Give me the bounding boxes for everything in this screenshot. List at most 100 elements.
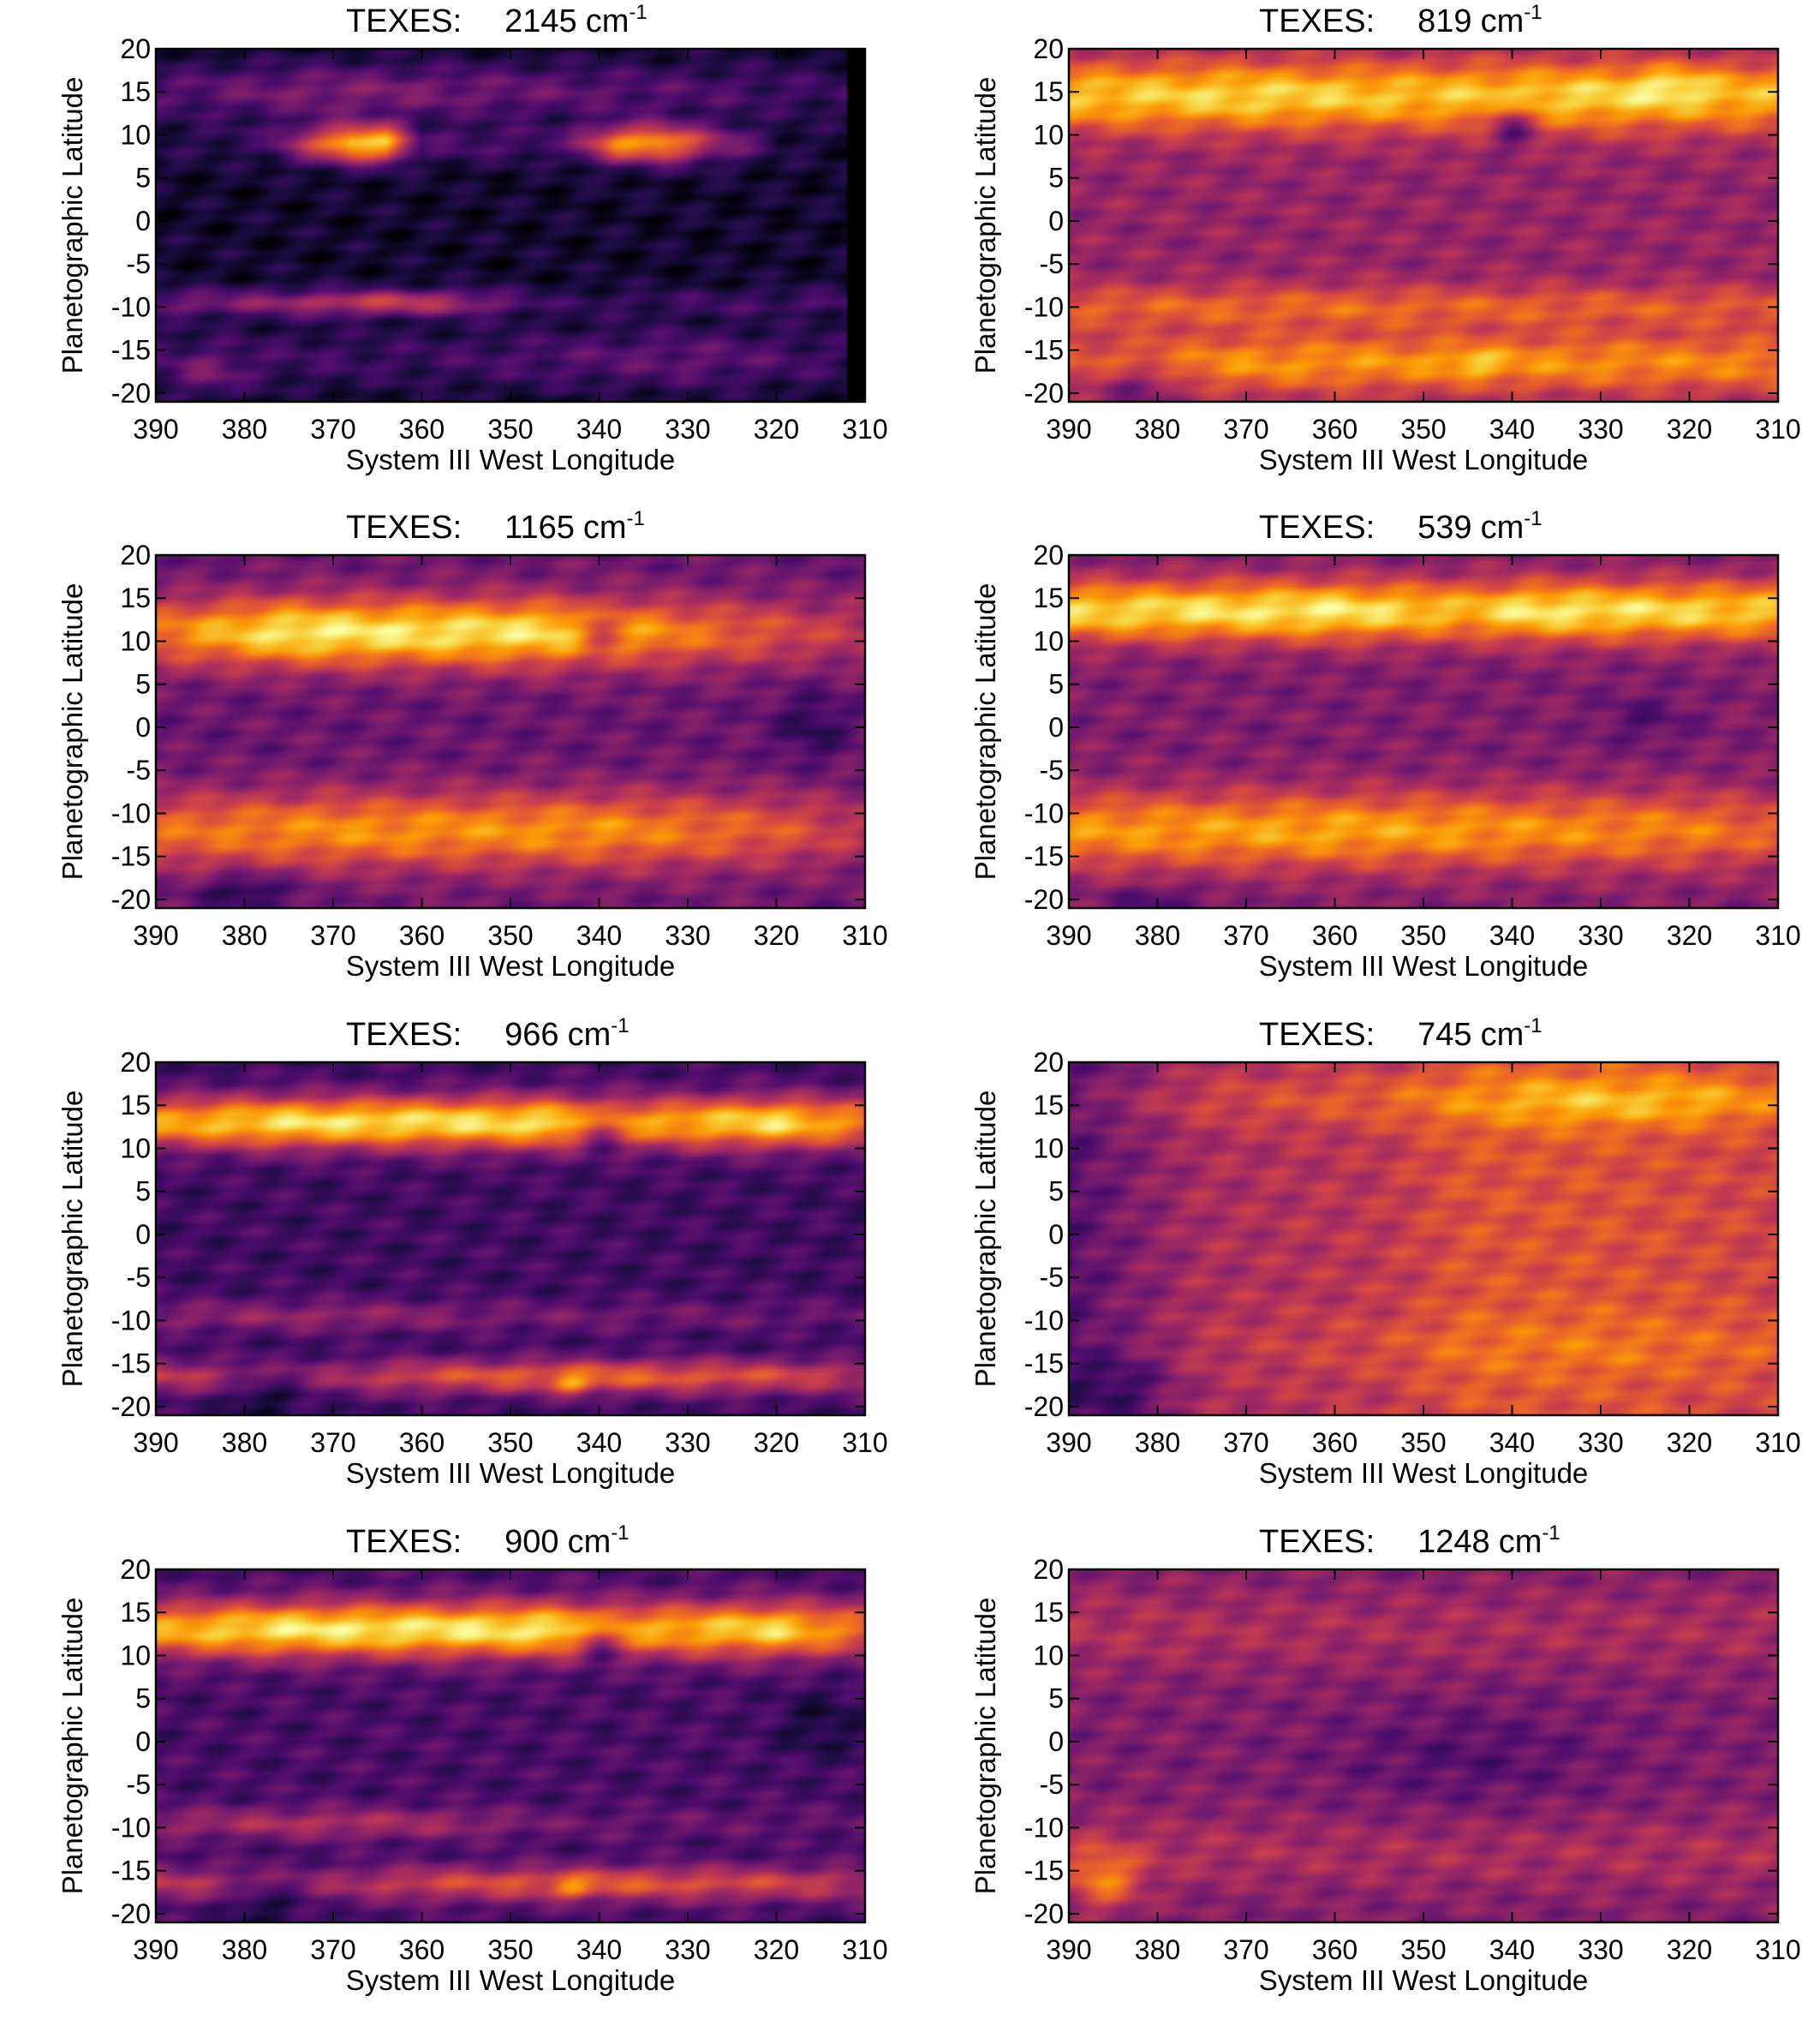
heatmap-image xyxy=(1069,555,1778,908)
y-axis-label: Planetographic Latitude xyxy=(57,1091,88,1388)
y-tick-label: 15 xyxy=(120,583,151,613)
y-tick-label: 0 xyxy=(135,1726,151,1757)
y-tick-label: -10 xyxy=(1024,1305,1064,1336)
y-tick-label: 5 xyxy=(135,669,151,700)
heatmap-panel-900: TEXES: 900 cm-1 390 380 370 360 350 340 330 320 310… xyxy=(57,1521,888,1996)
heatmap-image xyxy=(1069,1569,1778,1922)
panel-title-unit-exponent: -1 xyxy=(627,507,645,530)
x-tick-label: 390 xyxy=(1046,1934,1091,1965)
panel-title-unit-exponent: -1 xyxy=(1524,1,1542,24)
x-tick-label: 380 xyxy=(1135,1427,1180,1458)
x-axis-label: System III West Longitude xyxy=(346,444,676,475)
panel-title-wavenumber: 966 xyxy=(504,1017,558,1053)
y-tick-label: 0 xyxy=(1048,1219,1064,1250)
x-tick-label: 340 xyxy=(576,920,622,951)
y-tick-label: -15 xyxy=(111,841,151,872)
y-tick-label: 10 xyxy=(120,119,151,150)
panel-title-instrument: TEXES: xyxy=(346,510,462,546)
heatmap-panel-819: TEXES: 819 cm-1 390 380 370 360 350 340 330 320 310… xyxy=(970,1,1801,475)
y-tick-label: 10 xyxy=(1033,119,1064,150)
heatmap-panel-745: TEXES: 745 cm-1 390 380 370 360 350 340 330 320 310… xyxy=(970,1014,1801,1489)
y-tick-label: -15 xyxy=(1024,1348,1064,1379)
y-tick-label: -15 xyxy=(1024,1856,1064,1886)
y-axis-label: Planetographic Latitude xyxy=(57,77,88,374)
panel-title-unit-exponent: -1 xyxy=(611,1014,629,1037)
x-tick-label: 340 xyxy=(576,1427,622,1458)
y-tick-label: -20 xyxy=(1024,884,1064,915)
y-tick-label: -20 xyxy=(111,1898,151,1929)
x-tick-label: 370 xyxy=(1223,1427,1268,1458)
y-tick-label: -5 xyxy=(1040,1262,1064,1293)
x-tick-label: 320 xyxy=(1667,414,1712,445)
y-tick-label: -15 xyxy=(111,335,151,366)
y-tick-label: 5 xyxy=(135,1176,151,1207)
heatmap-panel-1165: TEXES: 1165 cm-1 390 380 370 360 350 340 330 320 31… xyxy=(57,507,888,982)
x-tick-label: 350 xyxy=(1400,1427,1446,1458)
x-tick-label: 340 xyxy=(1489,1934,1535,1965)
y-tick-label: 20 xyxy=(1033,33,1064,64)
y-axis-label: Planetographic Latitude xyxy=(970,1091,1001,1388)
x-tick-label: 340 xyxy=(1489,414,1535,445)
panel-title-wavenumber: 1248 xyxy=(1417,1524,1490,1560)
x-tick-label: 370 xyxy=(310,1427,355,1458)
y-tick-label: -10 xyxy=(1024,291,1064,322)
y-tick-label: -20 xyxy=(1024,1391,1064,1422)
x-tick-label: 340 xyxy=(576,1934,622,1965)
y-tick-label: 10 xyxy=(1033,1133,1064,1163)
x-tick-label: 310 xyxy=(842,1934,887,1965)
panel-title-wavenumber: 745 xyxy=(1417,1017,1471,1053)
panel-title-unit: cm xyxy=(1481,510,1525,546)
panel-title-unit: cm xyxy=(586,3,630,39)
y-tick-label: 20 xyxy=(120,540,151,571)
y-tick-label: 10 xyxy=(1033,625,1064,656)
panel-title: TEXES: 966 cm-1 xyxy=(346,1014,630,1053)
y-tick-label: -10 xyxy=(111,1305,151,1336)
x-tick-label: 350 xyxy=(487,1427,533,1458)
x-tick-label: 350 xyxy=(1400,1934,1446,1965)
x-tick-label: 320 xyxy=(1667,1934,1712,1965)
x-tick-label: 370 xyxy=(1223,1934,1268,1965)
x-tick-label: 360 xyxy=(1312,414,1358,445)
x-tick-label: 340 xyxy=(1489,920,1535,951)
panel-title-instrument: TEXES: xyxy=(1259,1524,1375,1560)
y-tick-label: 20 xyxy=(120,33,151,64)
y-tick-label: 15 xyxy=(120,76,151,107)
y-tick-label: -5 xyxy=(127,1262,151,1293)
y-tick-label: 5 xyxy=(1048,669,1064,700)
x-tick-label: 360 xyxy=(399,1427,445,1458)
x-tick-label: 350 xyxy=(487,1934,533,1965)
y-tick-label: 10 xyxy=(120,1133,151,1163)
x-tick-label: 330 xyxy=(1578,1934,1623,1965)
x-tick-label: 380 xyxy=(222,920,267,951)
panel-title: TEXES: 1248 cm-1 xyxy=(1259,1521,1560,1560)
panel-title-instrument: TEXES: xyxy=(1259,510,1375,546)
y-tick-label: -20 xyxy=(111,378,151,409)
x-tick-label: 310 xyxy=(842,920,887,951)
x-tick-label: 350 xyxy=(1400,414,1446,445)
x-tick-label: 370 xyxy=(310,1934,355,1965)
y-tick-label: -10 xyxy=(111,291,151,322)
x-tick-label: 330 xyxy=(665,414,710,445)
x-tick-label: 360 xyxy=(1312,1934,1358,1965)
y-tick-label: 5 xyxy=(1048,163,1064,194)
x-tick-label: 330 xyxy=(665,1934,710,1965)
x-tick-label: 350 xyxy=(487,414,533,445)
x-tick-label: 390 xyxy=(1046,1427,1091,1458)
y-tick-label: -20 xyxy=(1024,378,1064,409)
x-tick-label: 370 xyxy=(310,414,355,445)
y-tick-label: -5 xyxy=(1040,248,1064,279)
panel-title-instrument: TEXES: xyxy=(1259,1017,1375,1053)
panel-title: TEXES: 2145 cm-1 xyxy=(346,1,647,39)
panel-title-instrument: TEXES: xyxy=(346,1017,462,1053)
x-tick-label: 350 xyxy=(1400,920,1446,951)
x-axis-label: System III West Longitude xyxy=(1259,1457,1589,1489)
x-tick-label: 370 xyxy=(1223,414,1268,445)
panel-title-instrument: TEXES: xyxy=(1259,3,1375,39)
panel-title-instrument: TEXES: xyxy=(346,1524,462,1560)
y-tick-label: 0 xyxy=(135,712,151,743)
y-tick-label: 20 xyxy=(120,1047,151,1078)
y-tick-label: 0 xyxy=(135,206,151,236)
y-tick-label: 15 xyxy=(120,1597,151,1628)
panel-title-unit: cm xyxy=(1499,1524,1543,1560)
y-tick-label: -5 xyxy=(1040,755,1064,786)
